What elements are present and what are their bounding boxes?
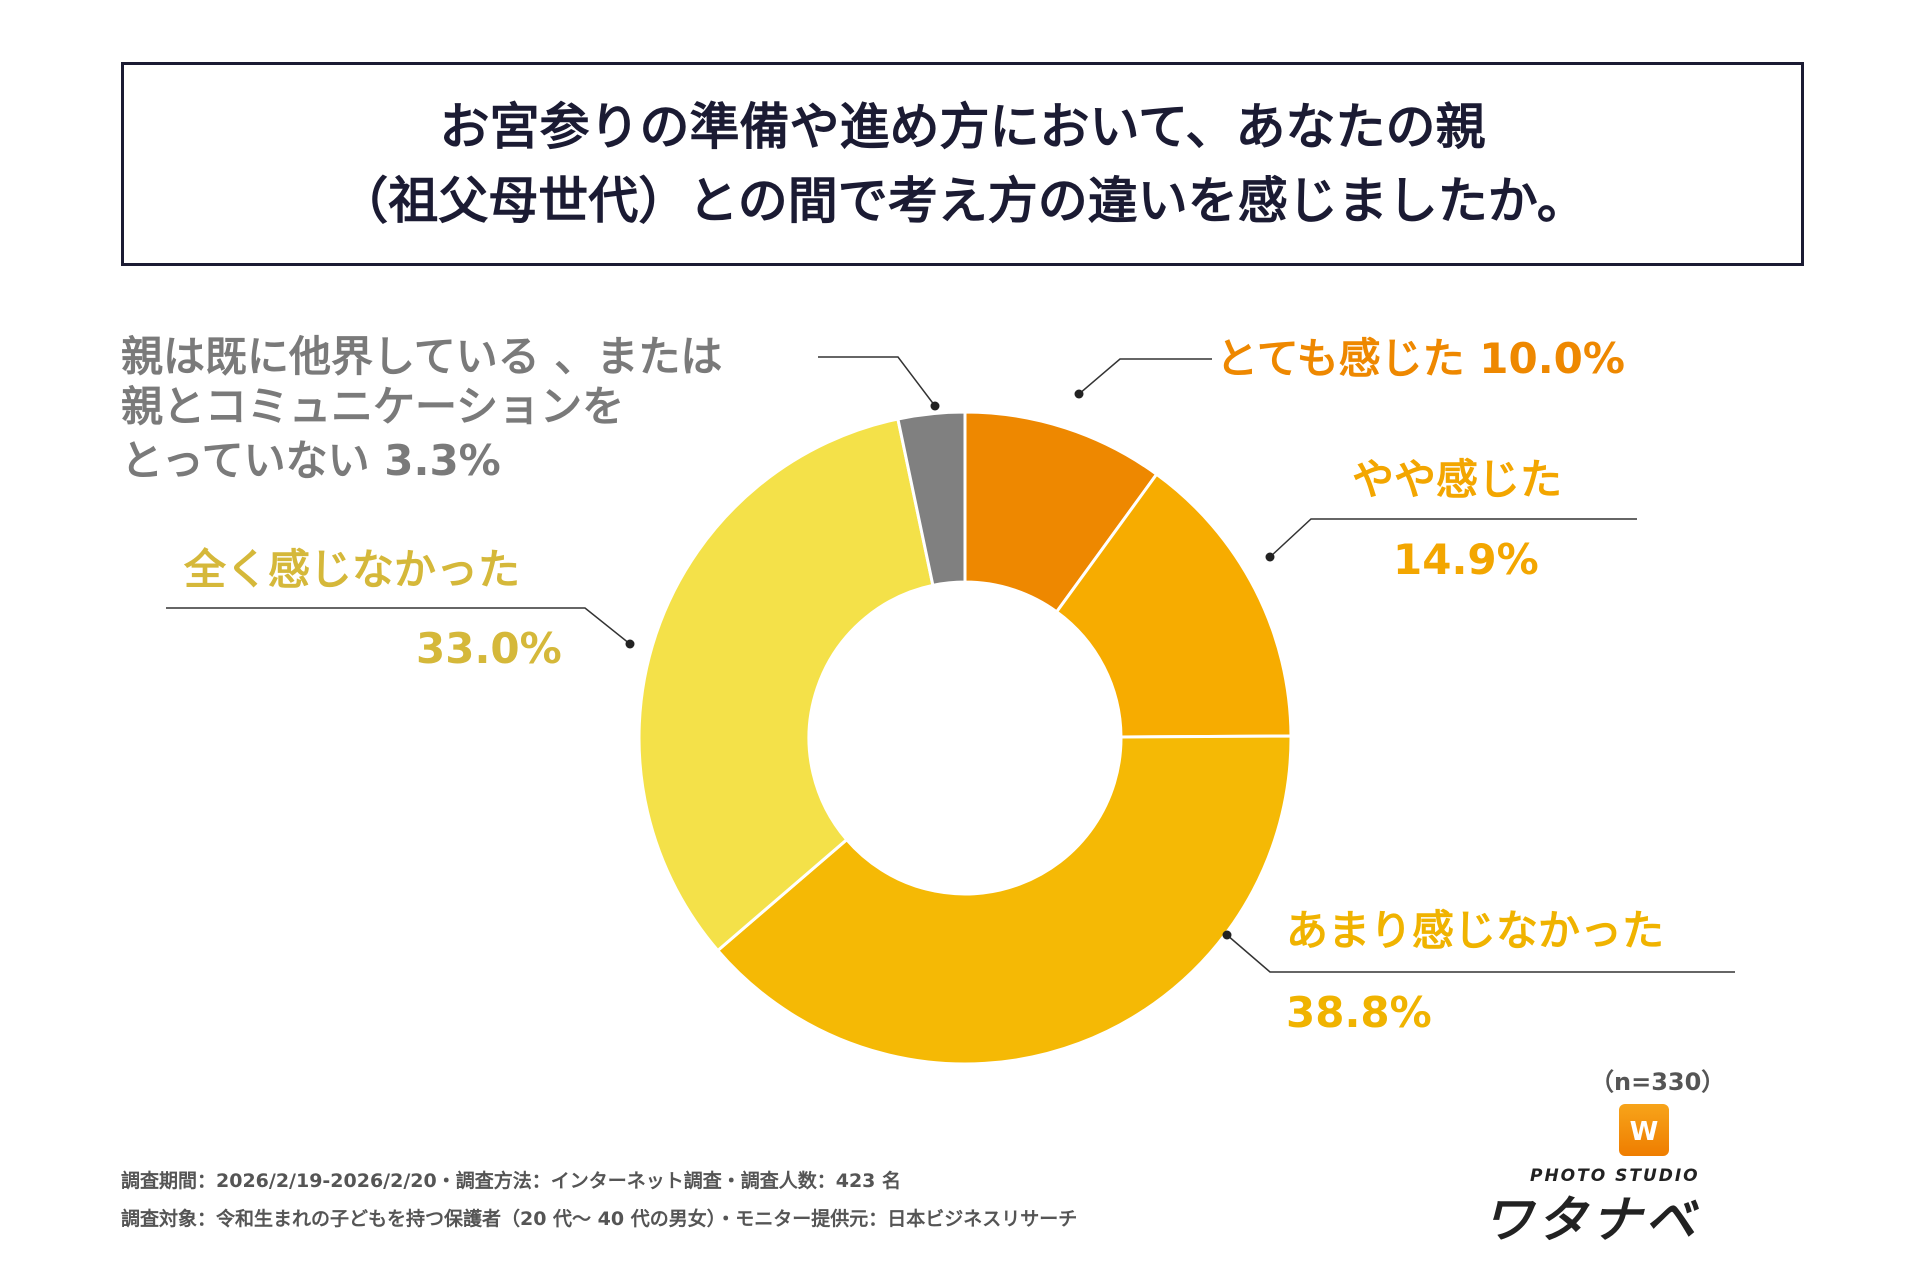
sample-size: （n=330） — [1590, 1068, 1726, 1096]
donut-slice — [715, 734, 1293, 1066]
leader-line — [818, 356, 936, 407]
label-very: とても感じた 10.0% — [1216, 334, 1625, 383]
leader-dot — [625, 639, 635, 649]
logo-wordmark: ワタナベ — [1483, 1191, 1699, 1249]
label-na-line3: とっていない 3.3% — [121, 436, 501, 485]
label-not-at-all: 全く感じなかった — [184, 545, 521, 594]
donut-slice — [637, 417, 935, 953]
value-somewhat: 14.9% — [1393, 535, 1539, 584]
donut-slice — [1054, 472, 1293, 739]
label-not-much: あまり感じなかった — [1286, 906, 1665, 955]
leader-line — [166, 607, 631, 645]
logo-subtitle: PHOTO STUDIO — [1530, 1166, 1700, 1186]
value-not-much: 38.8% — [1286, 988, 1432, 1037]
title-line-2: （祖父母世代）との間で考え方の違いを感じましたか。 — [338, 172, 1587, 230]
leader-dot — [930, 401, 940, 411]
label-somewhat: やや感じた — [1352, 455, 1563, 504]
leader-dot — [1222, 930, 1232, 940]
leader-line — [1226, 934, 1735, 973]
footer-line-2: 調査対象：令和生まれの子どもを持つ保護者（20 代～ 40 代の男女）・モニター… — [121, 1208, 1078, 1230]
label-na-line1: 親は既に他界している 、または — [121, 332, 723, 381]
leader-dot — [1265, 552, 1275, 562]
footer-line-1: 調査期間：2026/2/19-2026/2/20・調査方法：インターネット調査・… — [121, 1170, 902, 1192]
value-not-at-all: 33.0% — [416, 624, 562, 673]
leader-line — [1078, 358, 1212, 395]
leader-dot — [1074, 389, 1084, 399]
title-line-1: お宮参りの準備や進め方において、あなたの親 — [439, 98, 1486, 156]
donut-slice — [896, 410, 967, 588]
leader-line — [1269, 518, 1637, 558]
title-box: お宮参りの準備や進め方において、あなたの親 （祖父母世代）との間で考え方の違いを… — [121, 62, 1804, 266]
logo-icon: W — [1619, 1104, 1669, 1156]
label-na-line2: 親とコミュニケーションを — [121, 382, 625, 431]
